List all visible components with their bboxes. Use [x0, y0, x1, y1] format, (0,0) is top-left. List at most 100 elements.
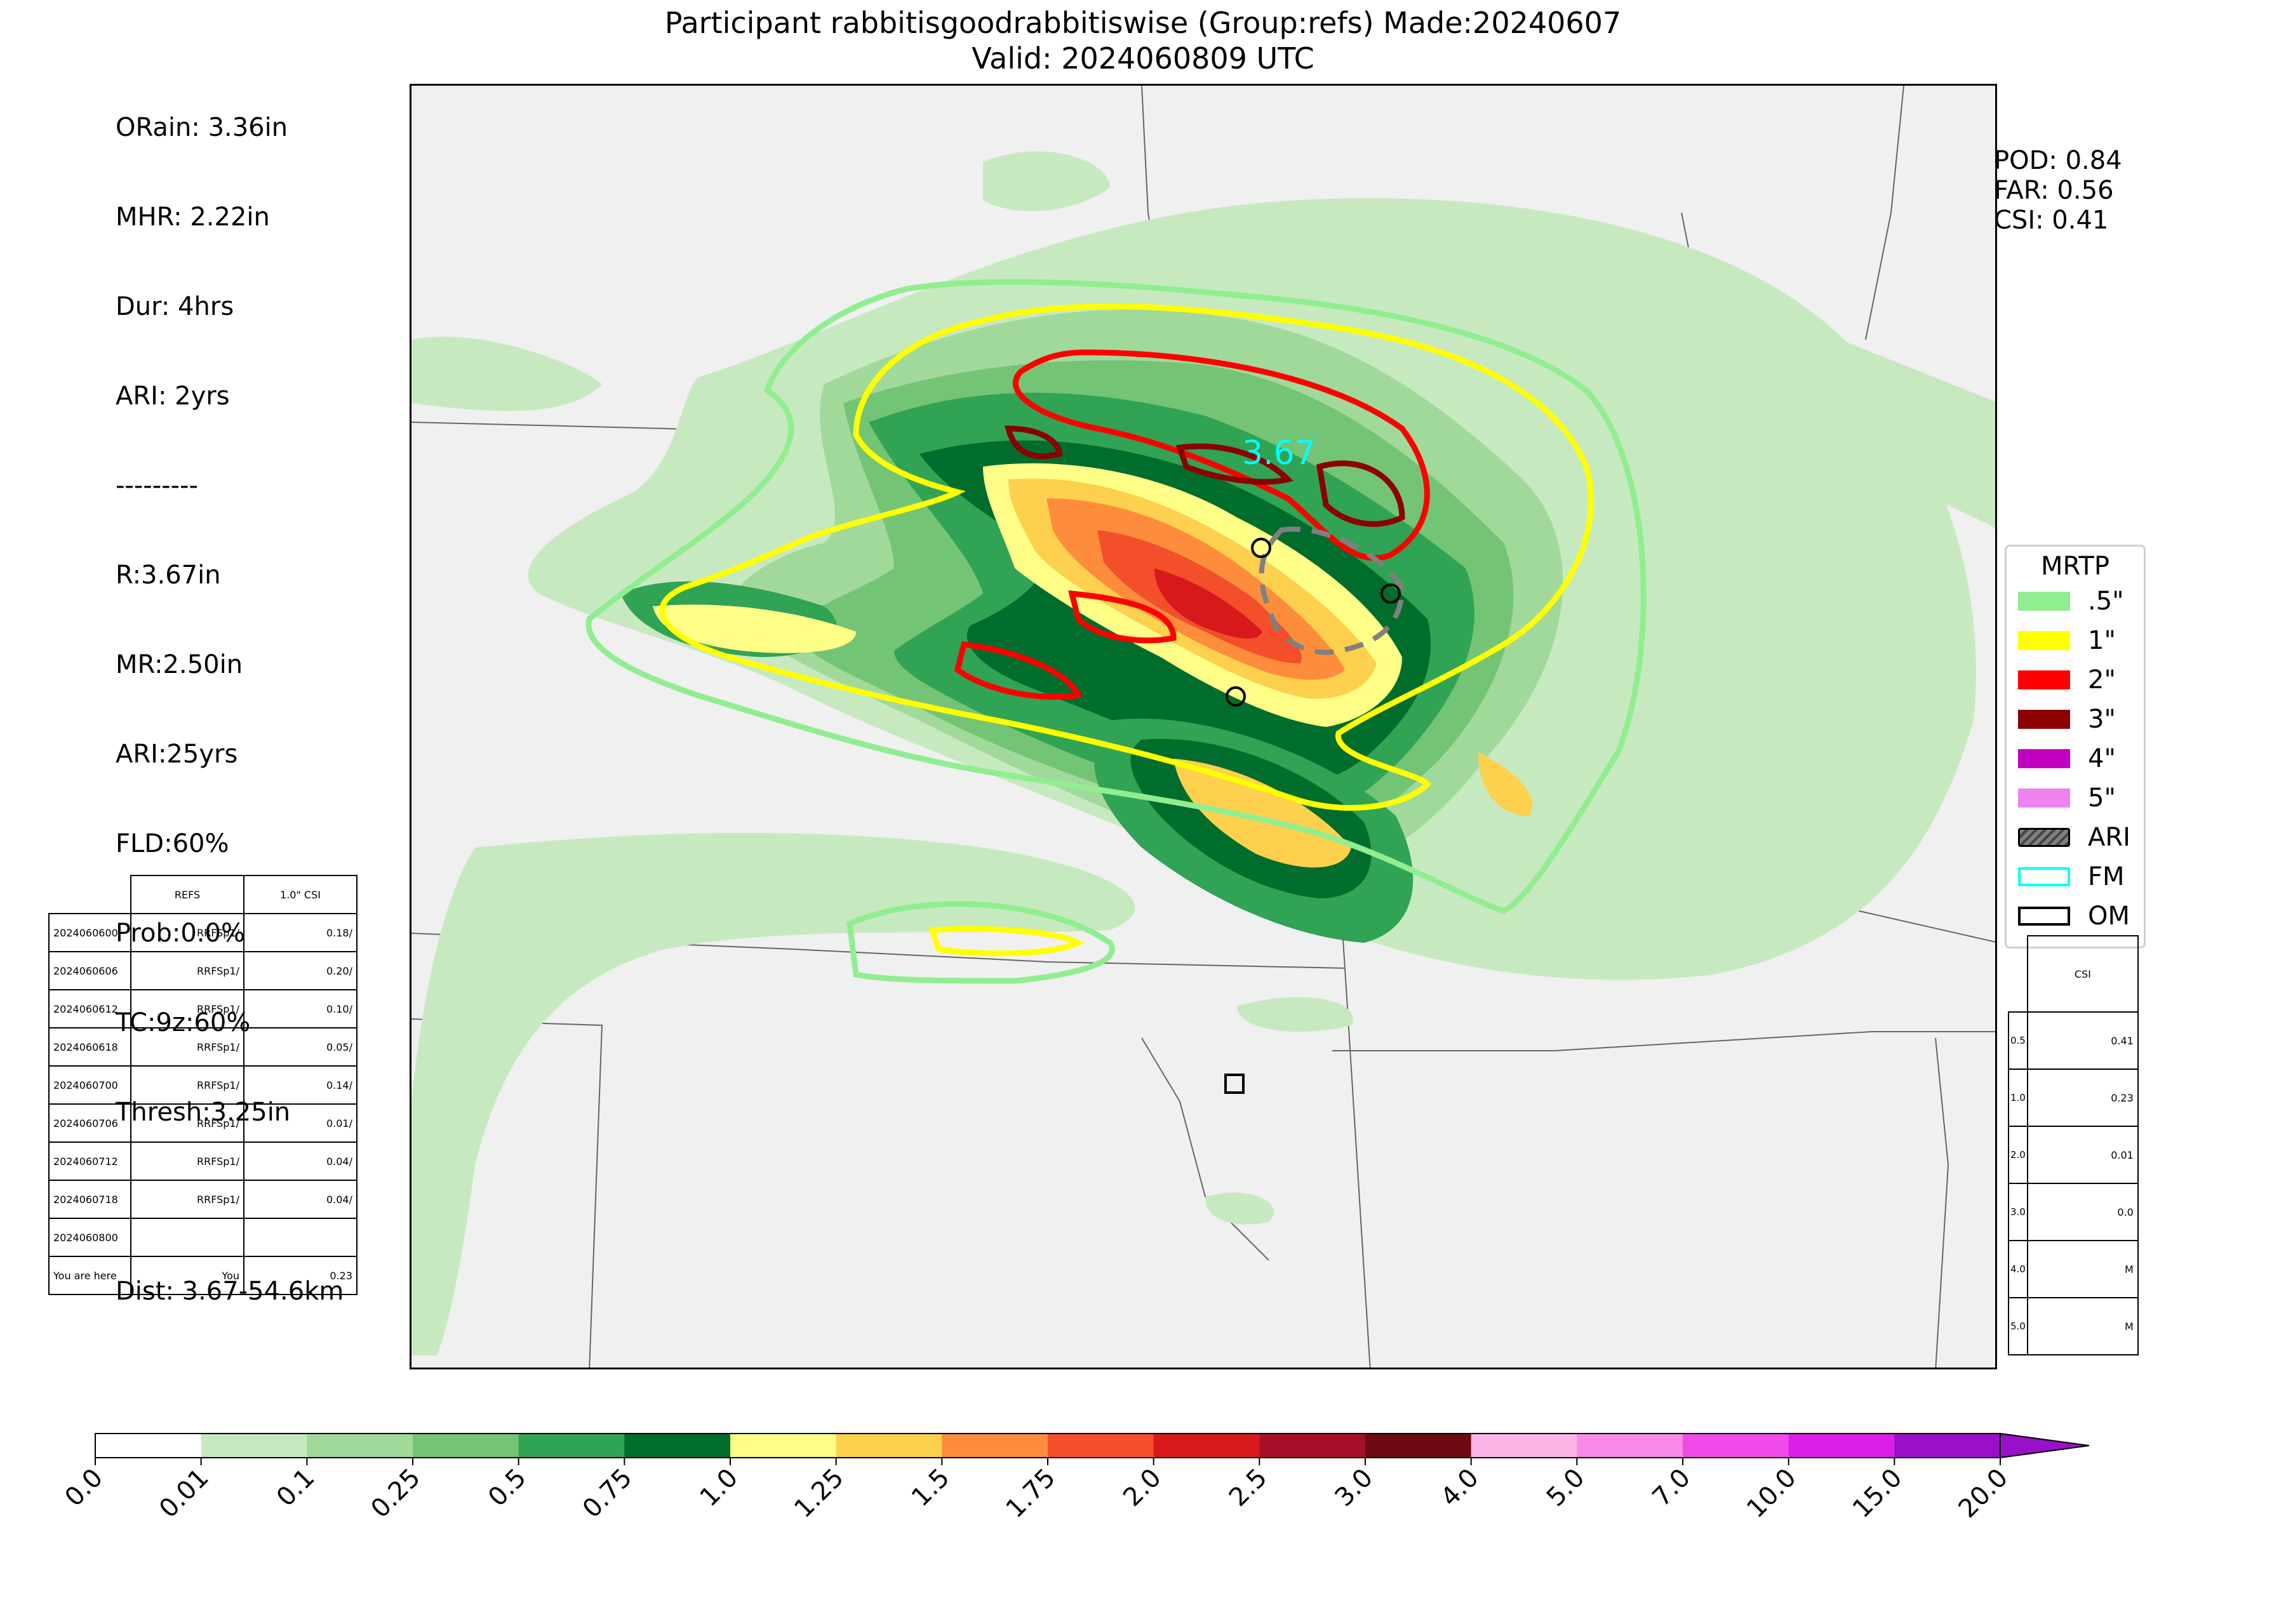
- colorbar-canvas: 0.0 0.01 0.1 0.25 0.5 0.75 1.0 1.25 1.5 1.75 2.0 2.…: [60, 1432, 2090, 1524]
- cell-csi: 0.05/: [243, 1027, 358, 1067]
- colorbar-segment: [1365, 1434, 1472, 1458]
- mrtp-legend: MRTP .5" 1" 2" 3" 4" 5" ARI FM OM: [2005, 545, 2146, 948]
- stat-line: ORain: 3.36in: [116, 113, 288, 142]
- table-header-row: CSI: [2009, 935, 2139, 1013]
- table-row: 2024060706 RRFSp1/0.01/: [48, 1103, 358, 1143]
- legend-label: 4": [2088, 744, 2116, 773]
- table-row: 2024060606 RRFSp1/0.20/: [48, 951, 358, 990]
- colorbar-segment: [1259, 1434, 1366, 1458]
- cell-date: 2024060718: [48, 1180, 131, 1219]
- cell-model: RRFSp1/: [130, 913, 244, 952]
- colorbar-tick-label: 10.0: [1741, 1463, 1802, 1524]
- cell-date: 2024060706: [48, 1103, 131, 1143]
- cell-threshold: 3.0: [2008, 1183, 2028, 1241]
- colorbar-tick-label: 2.5: [1224, 1463, 1273, 1513]
- table-row: 2024060700 RRFSp1/0.14/: [48, 1065, 358, 1105]
- legend-item-4in: 4": [2018, 744, 2116, 773]
- colorbar-segment: [624, 1434, 731, 1458]
- header-cell: CSI: [2026, 935, 2139, 1013]
- far-value: FAR: 0.56: [1994, 176, 2114, 205]
- legend-label: 5": [2088, 783, 2116, 813]
- cell-csi: 0.14/: [243, 1065, 358, 1105]
- cell-date: You are here: [48, 1256, 131, 1295]
- max-rain-label: 3.67: [1242, 434, 1316, 472]
- colorbar-extend-arrow: [2000, 1432, 2090, 1459]
- legend-item-3in: 3": [2018, 705, 2116, 734]
- cell-date: 2024060600: [48, 913, 131, 952]
- cell-model: RRFSp1/: [130, 1141, 244, 1181]
- cell-csi: 0.20/: [243, 951, 358, 990]
- legend-swatch: [2018, 867, 2070, 886]
- contour-0.5in-south: [846, 901, 1115, 984]
- stat-line: MR:2.50in: [116, 650, 243, 679]
- csi-value: CSI: 0.41: [1994, 206, 2109, 235]
- legend-swatch: [2018, 789, 2070, 808]
- colorbar-tick-label: 2.0: [1118, 1463, 1167, 1513]
- stat-line: Dur: 4hrs: [116, 292, 234, 321]
- table-row: 0.5 0.41: [2008, 1011, 2139, 1070]
- contour-3in-c: [1005, 425, 1062, 460]
- cell-model: RRFSp1/: [130, 1065, 244, 1105]
- observation-markers: [1224, 538, 1401, 1094]
- cell-model: RRFSp1/: [130, 1103, 244, 1143]
- refs-csi-table: REFS 1.0" CSI 2024060600 RRFSp1/0.18/ 202…: [48, 875, 358, 1295]
- table-row: You are here You 0.23: [48, 1256, 358, 1295]
- legend-title: MRTP: [2041, 552, 2109, 581]
- cell-date: 2024060618: [48, 1027, 131, 1067]
- legend-item-fm: FM: [2018, 862, 2125, 891]
- contour-ari: [1259, 526, 1405, 655]
- contour-3in-b: [1175, 443, 1293, 485]
- title-line-1: Participant rabbitisgoodrabbitiswise (Gr…: [664, 6, 1622, 40]
- legend-item-0.5in: .5": [2018, 587, 2124, 616]
- stat-line: R:3.67in: [116, 561, 221, 590]
- cell-model: RRFSp1/: [130, 989, 244, 1028]
- colorbar-segment: [1153, 1434, 1260, 1458]
- legend-swatch: [2018, 907, 2070, 926]
- cell-csi: 0.01/: [243, 1103, 358, 1143]
- contour-3in: [1316, 460, 1405, 527]
- colorbar-tick-label: 4.0: [1435, 1463, 1485, 1513]
- colorbar-segment: [307, 1434, 413, 1458]
- stat-line: MHR: 2.22in: [116, 203, 270, 232]
- cell-csi: 0.10/: [243, 989, 358, 1028]
- legend-label: 1": [2088, 626, 2116, 655]
- precip-colorbar: 0.0 0.01 0.1 0.25 0.5 0.75 1.0 1.25 1.5 1.75 2.0 2.…: [60, 1432, 2090, 1524]
- colorbar-segment: [1894, 1434, 2001, 1458]
- colorbar-tick-label: 0.75: [577, 1463, 638, 1524]
- colorbar-segment: [836, 1434, 942, 1458]
- table-row: 1.0 0.23: [2008, 1068, 2139, 1127]
- legend-item-5in: 5": [2018, 783, 2116, 813]
- cell-date: 2024060606: [48, 951, 131, 990]
- colorbar-tick-label: 7.0: [1647, 1463, 1697, 1513]
- colorbar-tick-label: 0.5: [483, 1463, 532, 1513]
- table-row: 2024060600 RRFSp1/0.18/: [48, 913, 358, 952]
- contour-2in-c: [954, 641, 1083, 700]
- header-cell: REFS: [130, 875, 244, 914]
- cell-threshold: 4.0: [2008, 1240, 2028, 1298]
- cell-model: You: [130, 1256, 244, 1295]
- colorbar-segment: [201, 1434, 307, 1458]
- colorbar-segment: [1577, 1434, 1683, 1458]
- table-row: 5.0 M: [2008, 1297, 2139, 1355]
- colorbar-tick-label: 1.5: [906, 1463, 956, 1513]
- colorbar-segment: [1471, 1434, 1577, 1458]
- threshold-csi-table: CSI 0.5 0.41 1.0 0.23 2.0 0.01 3.0 0.0 4.0 M …: [2008, 935, 2139, 1355]
- precip-map[interactable]: 3.67: [410, 84, 1997, 1369]
- cell-date: 2024060612: [48, 989, 131, 1028]
- map-title: Participant rabbitisgoodrabbitiswise (Gr…: [0, 5, 2286, 76]
- cell-model: RRFSp1/: [130, 1027, 244, 1067]
- stat-line: ARI: 2yrs: [116, 382, 230, 411]
- table-header-row: REFS 1.0" CSI: [49, 875, 358, 914]
- cell-threshold: 5.0: [2008, 1297, 2028, 1355]
- legend-label: .5": [2088, 587, 2124, 616]
- cell-date: 2024060800: [48, 1218, 131, 1257]
- cell-model: [130, 1218, 244, 1257]
- legend-swatch: [2018, 828, 2070, 847]
- table-row: 2024060800: [48, 1218, 358, 1257]
- cell-csi: 0.01: [2026, 1126, 2139, 1184]
- cell-model: RRFSp1/: [130, 1180, 244, 1219]
- table-row: 4.0 M: [2008, 1240, 2139, 1298]
- contour-1in-south: [928, 926, 1085, 957]
- precip-heavy: [653, 463, 1533, 868]
- stat-line: FLD:60%: [116, 829, 229, 858]
